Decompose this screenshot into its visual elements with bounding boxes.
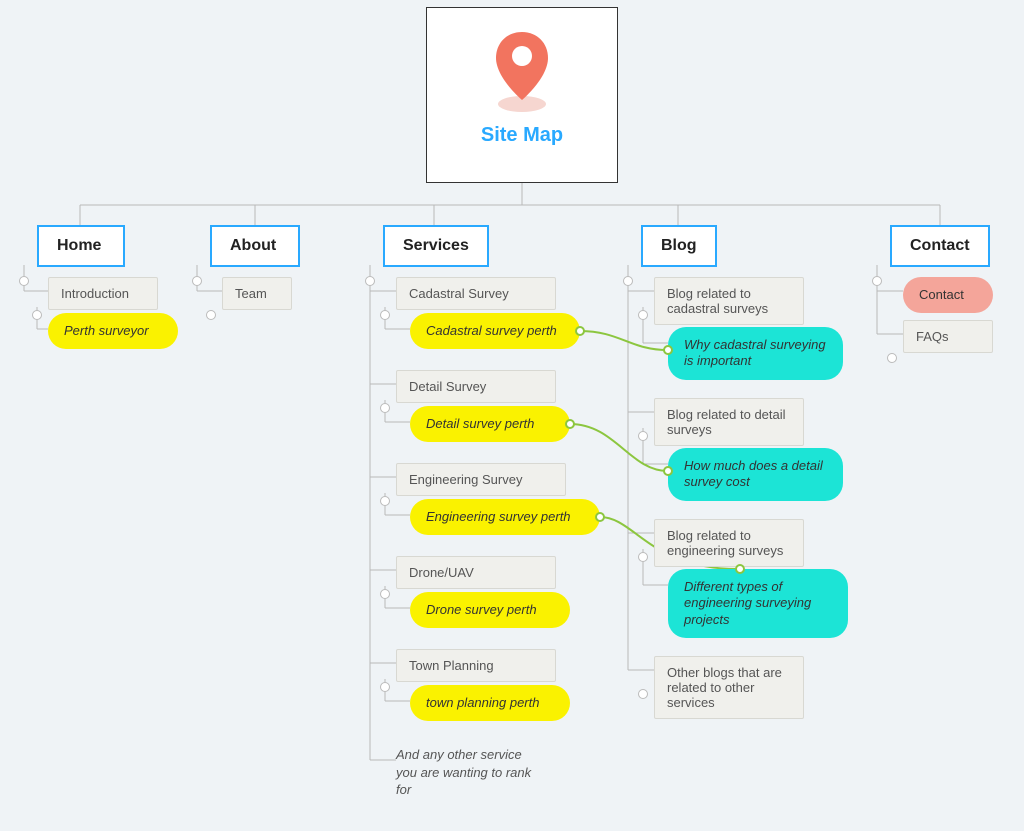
node-srv_eng[interactable]: Engineering Survey [396, 463, 566, 496]
link-dot-green [595, 512, 605, 522]
link-dot-green [565, 419, 575, 429]
section-home[interactable]: Home [37, 225, 125, 267]
node-srv_cad_kw[interactable]: Cadastral survey perth [410, 313, 580, 349]
node-dot [887, 353, 897, 363]
node-home_intro[interactable]: Introduction [48, 277, 158, 310]
section-services[interactable]: Services [383, 225, 489, 267]
node-srv_drone[interactable]: Drone/UAV [396, 556, 556, 589]
node-dot [623, 276, 633, 286]
node-dot [638, 552, 648, 562]
node-dot [380, 496, 390, 506]
node-srv_cad[interactable]: Cadastral Survey [396, 277, 556, 310]
node-dot [19, 276, 29, 286]
node-srv_drone_kw[interactable]: Drone survey perth [410, 592, 570, 628]
node-dot [380, 589, 390, 599]
node-srv_note: And any other service you are wanting to… [396, 746, 546, 799]
node-srv_eng_kw[interactable]: Engineering survey perth [410, 499, 600, 535]
node-dot [365, 276, 375, 286]
link-dot-green [575, 326, 585, 336]
node-blog_det[interactable]: Blog related to detail surveys [654, 398, 804, 446]
node-contact_c[interactable]: Contact [903, 277, 993, 313]
node-blog_cad[interactable]: Blog related to cadastral surveys [654, 277, 804, 325]
link-dot-green [663, 466, 673, 476]
node-dot [638, 431, 648, 441]
node-dot [638, 689, 648, 699]
node-dot [872, 276, 882, 286]
section-blog[interactable]: Blog [641, 225, 717, 267]
node-blog_eng[interactable]: Blog related to engineering surveys [654, 519, 804, 567]
node-blog_other[interactable]: Other blogs that are related to other se… [654, 656, 804, 719]
node-blog_cad_p[interactable]: Why cadastral surveying is important [668, 327, 843, 380]
node-srv_town[interactable]: Town Planning [396, 649, 556, 682]
node-dot [32, 310, 42, 320]
node-about_team[interactable]: Team [222, 277, 292, 310]
node-blog_eng_p[interactable]: Different types of engineering surveying… [668, 569, 848, 638]
node-contact_faq[interactable]: FAQs [903, 320, 993, 353]
section-contact[interactable]: Contact [890, 225, 990, 267]
root-node[interactable]: Site Map [426, 7, 618, 183]
node-dot [380, 403, 390, 413]
node-dot [380, 682, 390, 692]
root-title: Site Map [427, 124, 617, 147]
node-dot [206, 310, 216, 320]
section-about[interactable]: About [210, 225, 300, 267]
node-blog_det_p[interactable]: How much does a detail survey cost [668, 448, 843, 501]
node-dot [380, 310, 390, 320]
node-dot [192, 276, 202, 286]
node-home_kw[interactable]: Perth surveyor [48, 313, 178, 349]
link-dot-green [735, 564, 745, 574]
node-srv_town_kw[interactable]: town planning perth [410, 685, 570, 721]
map-pin-icon [487, 26, 557, 116]
link-dot-green [663, 345, 673, 355]
node-srv_det[interactable]: Detail Survey [396, 370, 556, 403]
node-dot [638, 310, 648, 320]
node-srv_det_kw[interactable]: Detail survey perth [410, 406, 570, 442]
sitemap-canvas: Site Map Home About Services Blog Contact Int… [0, 0, 1024, 831]
